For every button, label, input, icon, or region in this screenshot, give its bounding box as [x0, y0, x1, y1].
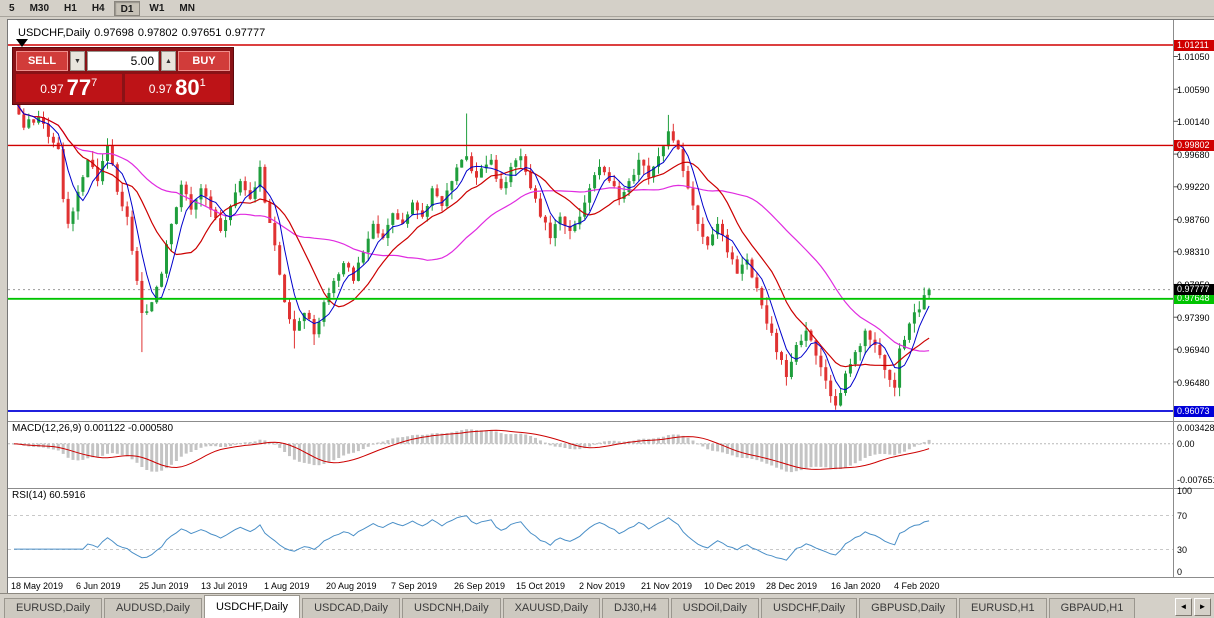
- price-tick-label: 0.97390: [1177, 312, 1210, 323]
- timeframe-button-mn[interactable]: MN: [179, 2, 195, 14]
- rsi-axis-label: 0: [1177, 566, 1183, 577]
- price-level-label: 0.97648: [1174, 293, 1214, 305]
- chart-tab-eurusd-h1[interactable]: EURUSD,H1: [959, 598, 1047, 618]
- chart-tab-usdchf-daily[interactable]: USDCHF,Daily: [203, 595, 301, 618]
- date-tick-label: 1 Aug 2019: [264, 581, 310, 591]
- chart-tab-usdcnh-daily[interactable]: USDCNH,Daily: [402, 598, 501, 618]
- price-tick-label: 1.00140: [1177, 116, 1210, 127]
- rsi-axis-label: 30: [1177, 545, 1188, 555]
- date-tick-label: 13 Jul 2019: [201, 581, 248, 591]
- chart-symbol-label: USDCHF,Daily: [18, 27, 91, 39]
- timeframe-button-h1[interactable]: H1: [64, 2, 77, 14]
- date-tick-label: 18 May 2019: [11, 581, 64, 591]
- date-tick-label: 10 Dec 2019: [704, 581, 756, 591]
- price-tick-label: 0.99680: [1177, 149, 1210, 160]
- bid-price-point: 7: [91, 77, 98, 89]
- volume-increase-button[interactable]: ▲: [161, 51, 176, 71]
- chart-tab-usdchf-daily[interactable]: USDCHF,Daily: [760, 598, 858, 618]
- chart-tab-gbpaud-h1[interactable]: GBPAUD,H1: [1048, 598, 1136, 618]
- date-tick-label: 7 Sep 2019: [391, 581, 438, 591]
- timeframe-button-h4[interactable]: H4: [91, 2, 105, 14]
- timeframe-button-m30[interactable]: M30: [29, 2, 50, 14]
- date-tick-label: 25 Jun 2019: [139, 581, 189, 591]
- ask-price-display[interactable]: 0.97 80 1: [124, 74, 230, 102]
- sell-button[interactable]: SELL: [16, 51, 68, 71]
- price-tick-label: 1.01050: [1177, 51, 1210, 62]
- price-tick-label: 0.96940: [1177, 344, 1210, 355]
- chart-tab-usdoil-daily[interactable]: USDOil,Daily: [670, 598, 759, 618]
- date-tick-label: 4 Feb 2020: [894, 581, 940, 591]
- price-tick-label: 0.98760: [1177, 215, 1210, 226]
- ohlc-low: 0.97651: [181, 27, 222, 39]
- chart-ohlc-title: USDCHF,Daily 0.97698 0.97802 0.97651 0.97777: [18, 27, 269, 39]
- ohlc-open: 0.97698: [94, 27, 134, 39]
- price-tick-label: 0.98310: [1177, 247, 1210, 258]
- macd-axis-label: 0.003428: [1177, 423, 1214, 434]
- macd-axis-label: 0.00: [1177, 439, 1195, 450]
- trade-panel-collapse-icon[interactable]: [16, 39, 28, 47]
- chart-window: USDCHF,Daily 0.97698 0.97802 0.97651 0.97777…: [7, 19, 1214, 593]
- bid-price-pips: 77: [66, 75, 92, 100]
- ask-price-point: 1: [199, 77, 206, 89]
- tab-scroll-arrows: ◄ ►: [1172, 598, 1214, 618]
- date-tick-label: 16 Jan 2020: [831, 581, 881, 591]
- chart-tabs-list: EURUSD,Daily AUDUSD,Daily USDCHF,Daily USDC…: [4, 594, 1172, 618]
- chart-tab-audusd-daily[interactable]: AUDUSD,Daily: [103, 598, 202, 618]
- chart-tab-eurusd-daily[interactable]: EURUSD,Daily: [4, 598, 102, 618]
- one-click-trading-panel: SELL ▼ ▲ BUY 0.97 77 7 0.97 80 1: [12, 47, 234, 105]
- date-tick-label: 21 Nov 2019: [641, 581, 693, 591]
- date-tick-label: 20 Aug 2019: [326, 581, 377, 591]
- timeframe-button-w1[interactable]: W1: [149, 2, 165, 14]
- chart-tab-usdcad-daily[interactable]: USDCAD,Daily: [302, 598, 401, 618]
- volume-decrease-button[interactable]: ▼: [70, 51, 85, 71]
- date-tick-label: 28 Dec 2019: [766, 581, 818, 591]
- price-level-label: 1.01211: [1174, 39, 1214, 51]
- bid-price-prefix: 0.97: [40, 82, 64, 96]
- ohlc-high: 0.97802: [137, 27, 178, 39]
- timeframe-toolbar: 5 M30 H1 H4 D1 W1 MN: [0, 0, 1214, 17]
- price-level-label: 0.96073: [1174, 405, 1214, 417]
- timeframe-button-5[interactable]: 5: [9, 2, 15, 14]
- ask-price-prefix: 0.97: [148, 82, 173, 96]
- price-tick-label: 0.96480: [1177, 377, 1210, 388]
- price-tick-label: 0.99220: [1177, 182, 1210, 193]
- rsi-indicator-label: RSI(14) 60.5916: [12, 490, 86, 501]
- rsi-axis-label: 100: [1177, 485, 1193, 496]
- price-level-label: 0.99802: [1174, 139, 1214, 151]
- chart-tab-xauusd-daily[interactable]: XAUUSD,Daily: [502, 598, 600, 618]
- date-tick-label: 15 Oct 2019: [516, 581, 566, 591]
- chart-tabbar: EURUSD,Daily AUDUSD,Daily USDCHF,Daily USDC…: [0, 593, 1214, 618]
- ohlc-close: 0.97777: [225, 27, 266, 39]
- timeframe-button-d1[interactable]: D1: [113, 0, 141, 16]
- rsi-axis-label: 70: [1177, 511, 1188, 521]
- date-tick-label: 6 Jun 2019: [76, 581, 121, 591]
- date-tick-label: 2 Nov 2019: [579, 581, 626, 591]
- tab-scroll-right-button[interactable]: ►: [1194, 598, 1211, 616]
- tab-scroll-left-button[interactable]: ◄: [1175, 598, 1192, 616]
- ask-price-pips: 80: [175, 75, 200, 100]
- bid-price-display[interactable]: 0.97 77 7: [16, 74, 122, 102]
- bid-price-label: 0.97777: [1174, 284, 1214, 296]
- buy-button[interactable]: BUY: [178, 51, 230, 71]
- volume-input[interactable]: [87, 51, 159, 71]
- chart-tab-dj30-h4[interactable]: DJ30,H4: [601, 598, 669, 618]
- chart-tab-gbpusd-daily[interactable]: GBPUSD,Daily: [859, 598, 958, 618]
- macd-indicator-label: MACD(12,26,9) 0.001122 -0.000580: [12, 423, 174, 434]
- date-tick-label: 26 Sep 2019: [454, 581, 506, 591]
- macd-axis-label: -0.007651: [1177, 475, 1214, 486]
- chart-canvas[interactable]: [8, 20, 1214, 594]
- price-tick-label: 1.00590: [1177, 84, 1210, 95]
